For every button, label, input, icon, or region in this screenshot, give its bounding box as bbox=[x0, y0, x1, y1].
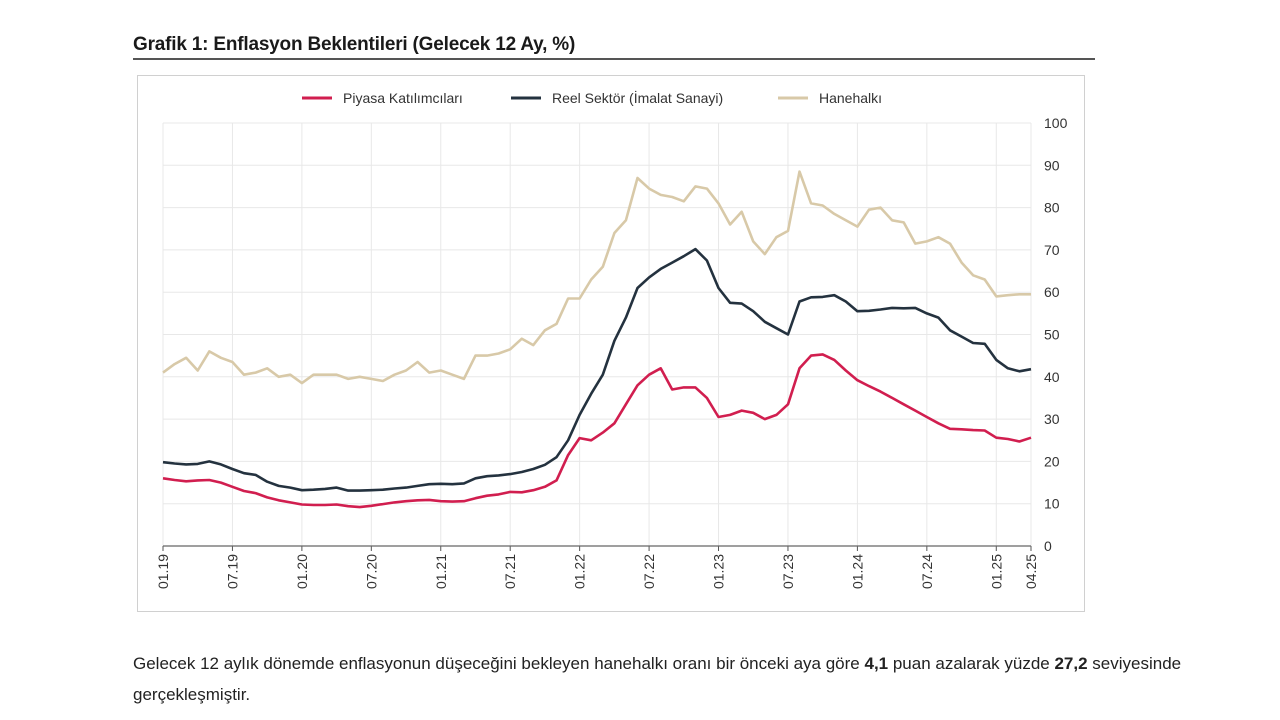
x-tick-label: 01.23 bbox=[711, 554, 727, 589]
x-tick-label: 01.22 bbox=[572, 554, 588, 589]
y-tick-label: 70 bbox=[1044, 242, 1060, 258]
x-tick-label: 01.21 bbox=[433, 554, 449, 589]
y-tick-label: 40 bbox=[1044, 369, 1060, 385]
y-tick-label: 20 bbox=[1044, 453, 1060, 469]
chart-frame bbox=[137, 75, 1085, 612]
legend-label: Piyasa Katılımcıları bbox=[343, 90, 463, 106]
para-text-3: seviyesinde gerçekleşmiştir. bbox=[133, 654, 1182, 704]
x-tick-label: 07.22 bbox=[641, 554, 657, 589]
y-tick-label: 80 bbox=[1044, 200, 1060, 216]
y-tick-label: 30 bbox=[1044, 411, 1060, 427]
y-tick-label: 100 bbox=[1044, 115, 1068, 131]
x-tick-label: 07.24 bbox=[919, 554, 935, 589]
y-tick-label: 10 bbox=[1044, 496, 1060, 512]
para-bold-value-1: 4,1 bbox=[864, 654, 889, 673]
series-line-hanehalki bbox=[162, 170, 1031, 385]
x-tick-label: 07.19 bbox=[224, 554, 240, 589]
chart-title: Grafik 1: Enflasyon Beklentileri (Gelece… bbox=[133, 34, 576, 55]
y-tick-label: 60 bbox=[1044, 284, 1060, 300]
y-tick-label: 50 bbox=[1044, 327, 1060, 343]
title-divider bbox=[133, 58, 1095, 60]
legend-label: Hanehalkı bbox=[819, 90, 882, 106]
x-tick-label: 04.25 bbox=[1023, 554, 1039, 589]
x-tick-label: 01.25 bbox=[988, 554, 1004, 589]
x-tick-label: 01.24 bbox=[849, 554, 865, 589]
x-tick-label: 01.20 bbox=[294, 554, 310, 589]
legend-label: Reel Sektör (İmalat Sanayi) bbox=[552, 89, 723, 106]
x-tick-label: 07.20 bbox=[363, 554, 379, 589]
y-tick-label: 90 bbox=[1044, 157, 1060, 173]
x-tick-label: 07.21 bbox=[502, 554, 518, 589]
y-tick-label: 0 bbox=[1044, 538, 1052, 554]
series-line-reel-sektor bbox=[162, 247, 1032, 492]
para-text-2: puan azalarak yüzde bbox=[888, 654, 1055, 673]
x-tick-label: 07.23 bbox=[780, 554, 796, 589]
x-tick-label: 01.19 bbox=[155, 554, 171, 589]
description-paragraph: Gelecek 12 aylık dönemde enflasyonun düş… bbox=[133, 648, 1193, 710]
series-line-piyasa-katilimcilari bbox=[162, 353, 1032, 509]
para-bold-value-2: 27,2 bbox=[1054, 654, 1088, 673]
para-text-1: Gelecek 12 aylık dönemde enflasyonun düş… bbox=[133, 654, 865, 673]
